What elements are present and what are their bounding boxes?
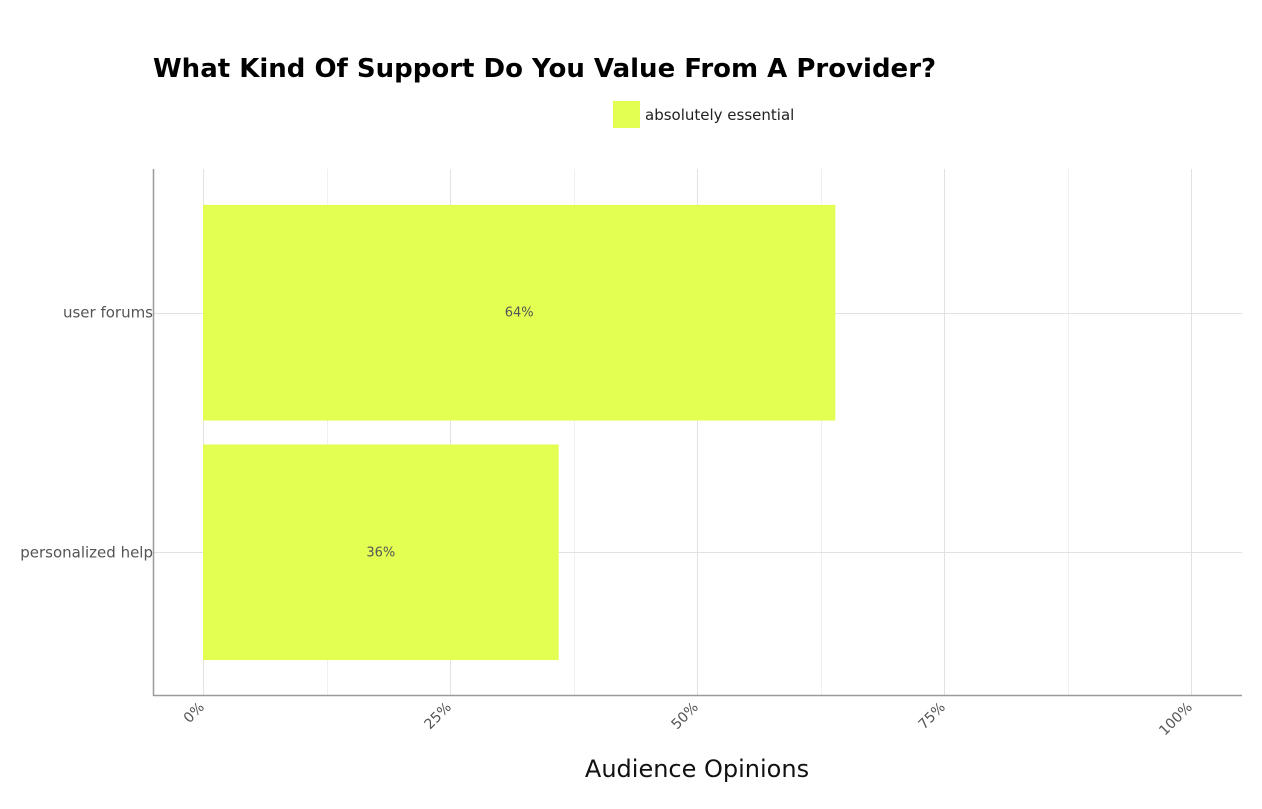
- legend-swatch: [613, 101, 640, 128]
- bar: [203, 204, 836, 421]
- x-axis-title: Audience Opinions: [585, 755, 809, 783]
- x-tick-label: 25%: [422, 700, 455, 733]
- x-tick-label: 50%: [669, 700, 702, 733]
- bars: [203, 204, 836, 661]
- category-label: personalized help: [20, 543, 153, 561]
- category-labels: user forums personalized help: [20, 304, 153, 562]
- data-label: 36%: [366, 545, 395, 560]
- x-tick-label: 0%: [181, 700, 208, 727]
- bar: [203, 444, 559, 661]
- x-tick-label: 100%: [1156, 700, 1196, 740]
- axes: [152, 169, 1242, 697]
- category-label: user forums: [63, 304, 153, 322]
- data-labels: 64% 36%: [366, 306, 533, 561]
- x-tick-labels: 0% 25% 50% 75% 100%: [181, 700, 1196, 740]
- legend: absolutely essential: [613, 101, 794, 128]
- chart-title: What Kind Of Support Do You Value From A…: [153, 54, 936, 84]
- legend-label: absolutely essential: [645, 106, 794, 124]
- x-tick-label: 75%: [916, 700, 949, 733]
- data-label: 64%: [505, 306, 534, 321]
